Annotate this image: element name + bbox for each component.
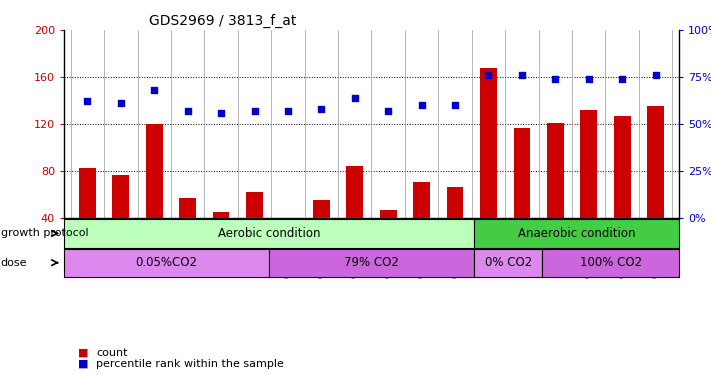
Bar	[614, 116, 631, 264]
Point	[349, 94, 360, 100]
Text: GDS2969 / 3813_f_at: GDS2969 / 3813_f_at	[149, 14, 296, 28]
Point	[550, 76, 561, 82]
Point	[149, 87, 160, 93]
Bar	[513, 128, 530, 264]
Text: 0.05%CO2: 0.05%CO2	[136, 256, 198, 269]
Point	[416, 102, 427, 108]
Bar	[279, 217, 296, 264]
Bar	[346, 166, 363, 264]
Point	[249, 108, 260, 114]
Bar	[380, 210, 397, 264]
Bar	[79, 168, 96, 264]
Text: Anaerobic condition: Anaerobic condition	[518, 227, 635, 240]
Point	[583, 76, 594, 82]
Text: Aerobic condition: Aerobic condition	[218, 227, 320, 240]
Text: growth protocol: growth protocol	[1, 228, 88, 238]
Text: 100% CO2: 100% CO2	[579, 256, 642, 269]
Text: ■: ■	[78, 359, 89, 369]
Bar	[413, 182, 430, 264]
Bar	[647, 106, 664, 264]
Point	[650, 72, 661, 78]
Text: count: count	[96, 348, 127, 357]
Text: 0% CO2: 0% CO2	[484, 256, 532, 269]
Bar	[447, 187, 464, 264]
Point	[449, 102, 461, 108]
Text: percentile rank within the sample: percentile rank within the sample	[96, 359, 284, 369]
Bar	[580, 110, 597, 264]
Point	[215, 110, 227, 116]
Point	[115, 100, 127, 106]
Point	[483, 72, 494, 78]
Point	[383, 108, 394, 114]
Point	[316, 106, 327, 112]
Text: dose: dose	[1, 258, 27, 268]
Bar	[246, 192, 263, 264]
Bar	[480, 68, 497, 264]
Text: 79% CO2: 79% CO2	[344, 256, 399, 269]
Point	[616, 76, 628, 82]
Bar	[179, 198, 196, 264]
Text: ■: ■	[78, 348, 89, 357]
Bar	[112, 176, 129, 264]
Bar	[146, 124, 163, 264]
Point	[182, 108, 193, 114]
Point	[516, 72, 528, 78]
Bar	[547, 123, 564, 264]
Bar	[313, 200, 330, 264]
Point	[282, 108, 294, 114]
Point	[82, 98, 93, 104]
Bar	[213, 211, 230, 264]
